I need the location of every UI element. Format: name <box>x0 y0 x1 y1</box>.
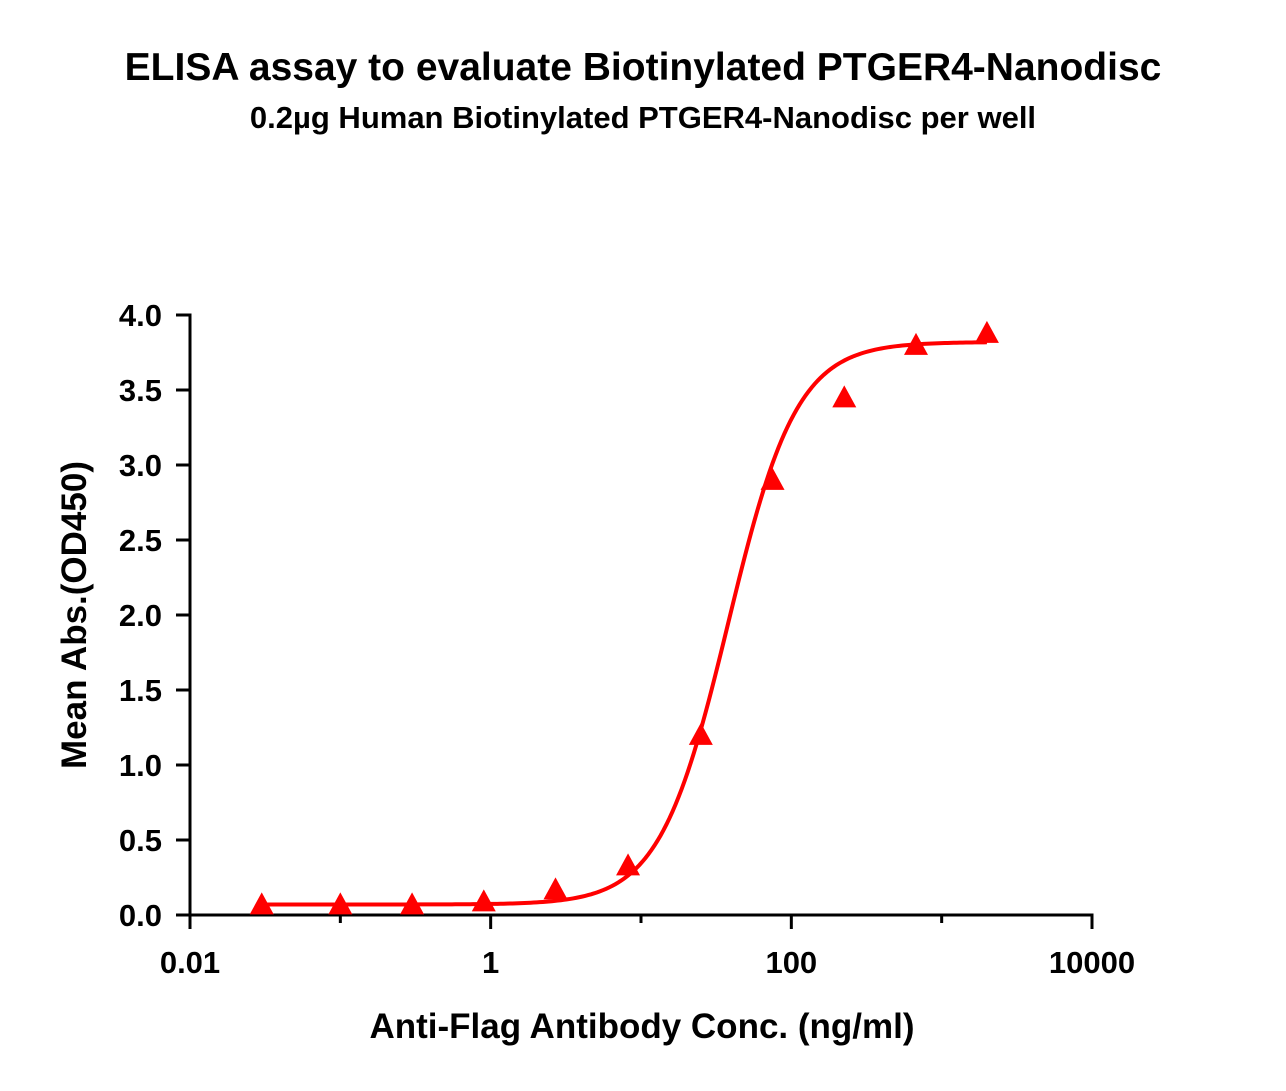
y-tick-label: 3.5 <box>119 373 162 408</box>
data-point-marker <box>400 892 425 915</box>
y-tick-label: 2.0 <box>119 598 162 633</box>
data-point-marker <box>760 467 785 490</box>
axes <box>188 313 1094 917</box>
y-tick-label: 1.5 <box>119 673 162 708</box>
y-tick-label: 0.5 <box>119 823 162 858</box>
data-point-marker <box>471 889 496 912</box>
x-tick-label: 1 <box>482 945 499 980</box>
y-axis-label: Mean Abs.(OD450) <box>55 461 94 769</box>
data-point-marker <box>974 320 999 343</box>
data-point-marker <box>328 892 353 915</box>
y-tick-label: 2.5 <box>119 523 162 558</box>
data-point-marker <box>832 385 857 408</box>
x-ticks: 0.01 1 100 10000 <box>160 915 1135 980</box>
y-tick-label: 4.0 <box>119 298 162 333</box>
data-point-marker <box>249 892 274 915</box>
chart-title: ELISA assay to evaluate Biotinylated PTG… <box>124 46 1162 89</box>
data-point-marker <box>904 332 929 355</box>
y-tick-label: 1.0 <box>119 748 162 783</box>
data-point-marker <box>616 853 641 876</box>
y-tick-label: 0.0 <box>119 898 162 933</box>
x-axis-label: Anti-Flag Antibody Conc. (ng/ml) <box>369 1007 914 1046</box>
x-tick-label: 100 <box>765 945 817 980</box>
data-point-marker <box>543 877 568 900</box>
y-tick-label: 3.0 <box>119 448 162 483</box>
fit-curve-line <box>261 340 987 907</box>
y-ticks: 0.0 0.5 1.0 1.5 2.0 2.5 3.0 3.5 4.0 <box>119 298 190 933</box>
data-points <box>249 320 999 915</box>
x-tick-label: 10000 <box>1049 945 1135 980</box>
data-point-marker <box>688 722 713 745</box>
chart-subtitle: 0.2µg Human Biotinylated PTGER4-Nanodisc… <box>249 100 1037 135</box>
x-tick-label: 0.01 <box>160 945 220 980</box>
